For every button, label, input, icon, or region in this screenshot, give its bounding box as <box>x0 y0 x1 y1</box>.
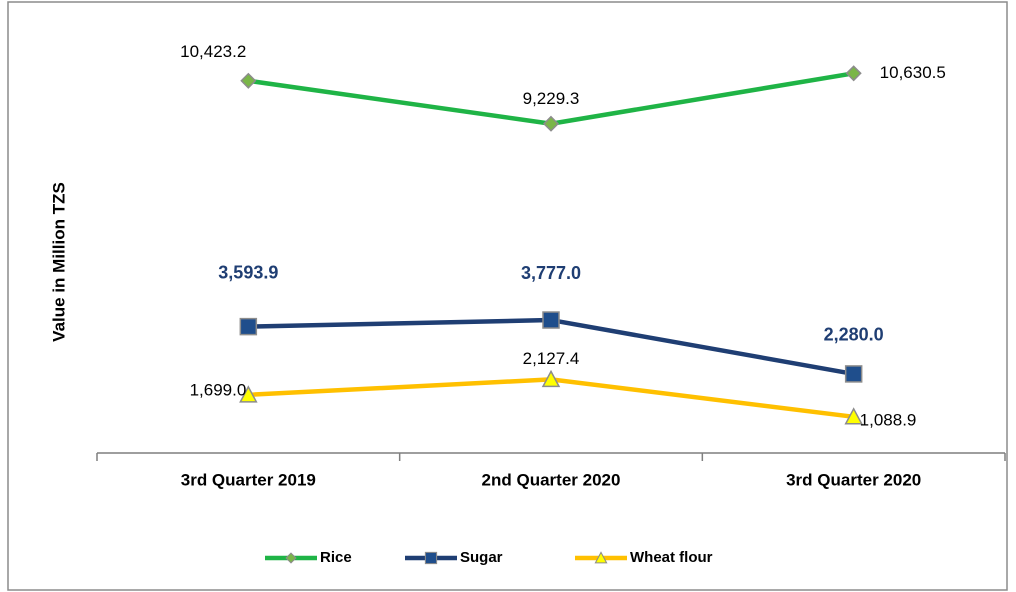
chart-frame <box>7 1 1008 591</box>
marker <box>542 311 560 329</box>
marker <box>542 115 560 132</box>
legend-marker <box>594 551 608 564</box>
marker <box>845 65 862 82</box>
data-label: 1,088.9 <box>860 410 917 429</box>
legend-label: Sugar <box>460 549 503 566</box>
data-label: 2,127.4 <box>523 349 580 368</box>
y-axis-label: Value in Million TZS <box>49 182 68 342</box>
data-label: 9,229.3 <box>523 89 580 108</box>
data-label: 2,280.0 <box>824 325 884 345</box>
marker <box>239 317 258 336</box>
legend-label: Wheat flour <box>630 549 713 566</box>
legend-marker <box>285 552 297 564</box>
marker <box>239 385 258 403</box>
data-label: 10,423.2 <box>180 42 246 61</box>
x-tick-label: 3rd Quarter 2020 <box>786 470 921 489</box>
marker <box>541 369 561 388</box>
data-label: 10,630.5 <box>880 63 946 82</box>
marker <box>844 365 863 383</box>
x-tick-label: 2nd Quarter 2020 <box>482 470 621 489</box>
data-label: 3,593.9 <box>218 262 278 282</box>
data-label: 1,699.0 <box>190 380 247 399</box>
legend-marker <box>424 551 438 565</box>
legend-label: Rice <box>320 549 352 566</box>
data-label: 3,777.0 <box>521 263 581 283</box>
marker <box>844 407 863 425</box>
marker <box>240 72 257 89</box>
x-tick-label: 3rd Quarter 2019 <box>181 470 316 489</box>
